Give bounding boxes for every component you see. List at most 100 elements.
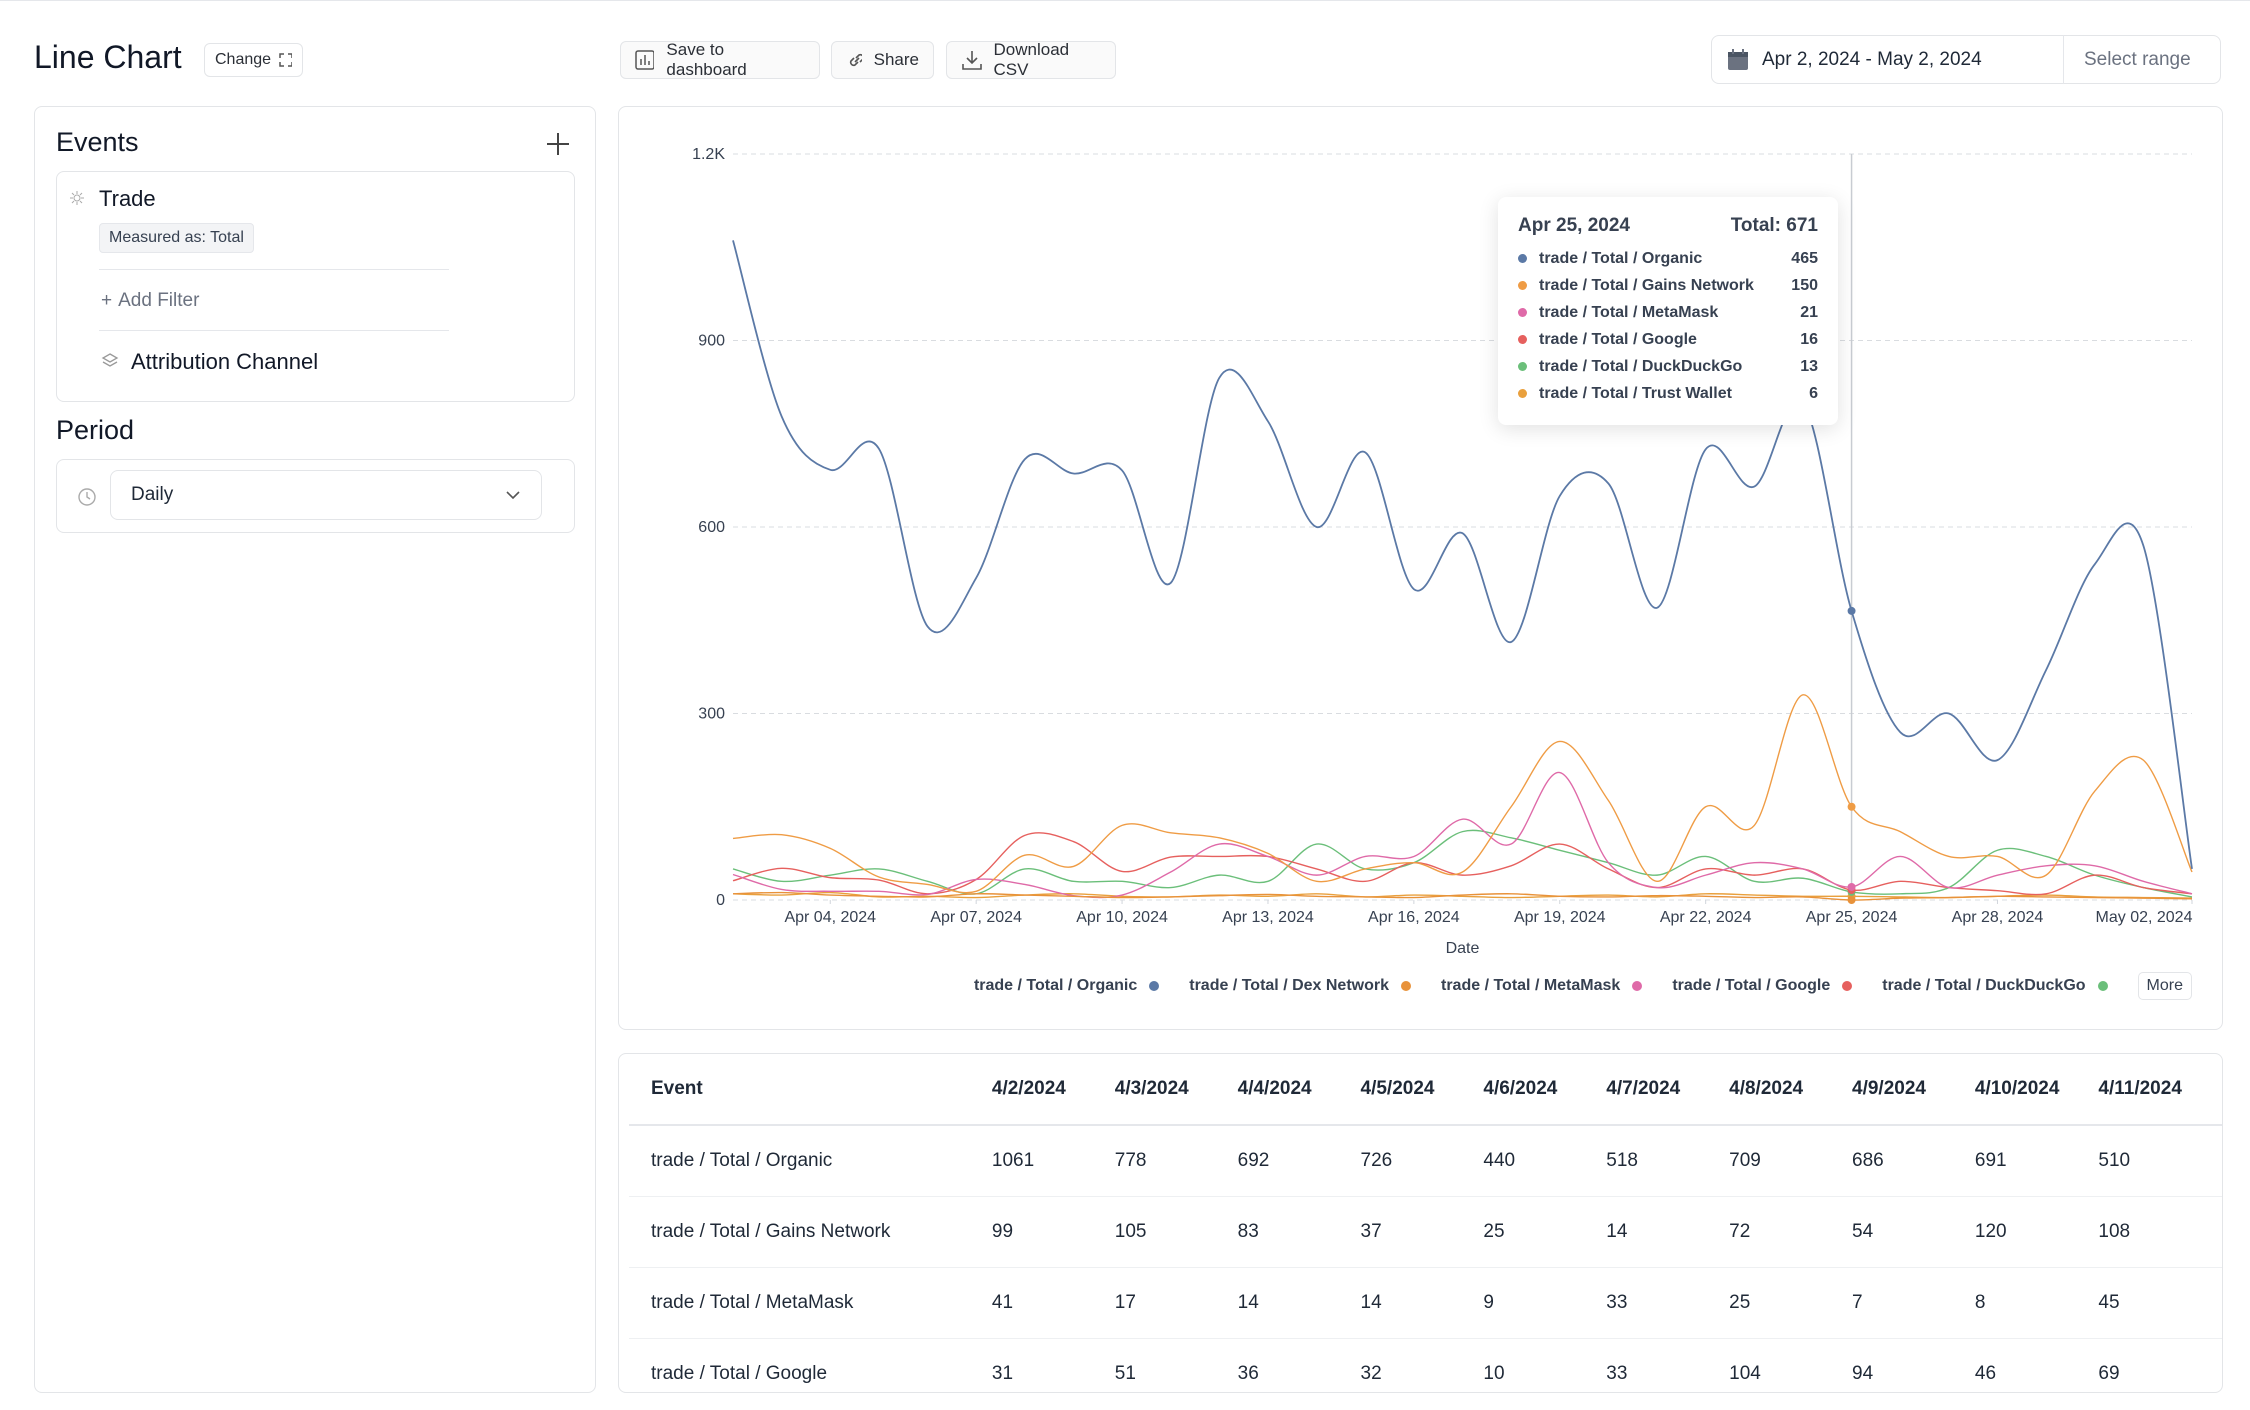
x-tick-label: Apr 22, 2024 xyxy=(1660,909,1752,926)
table-row: trade / Total / MetaMask 41 17 14 14 9 33 25 7 8 4… xyxy=(629,1267,2222,1339)
x-tick-label: Apr 16, 2024 xyxy=(1368,909,1460,926)
table-column-header: 4/2/2024 xyxy=(991,1054,1115,1126)
tooltip-marker xyxy=(1518,335,1527,344)
divider xyxy=(2063,35,2064,84)
table-row: trade / Total / Gains Network 99 105 83 37 25… xyxy=(629,1196,2222,1268)
legend-label: trade / Total / DuckDuckGo xyxy=(1882,977,2086,994)
change-button[interactable]: Change xyxy=(204,43,303,77)
tooltip-value: 13 xyxy=(1800,357,1818,375)
date-range-picker[interactable]: Apr 2, 2024 - May 2, 2024 Select range xyxy=(1711,35,2221,84)
legend-item[interactable]: trade / Total / Dex Network xyxy=(1189,977,1411,995)
table-column-header: 4/6/2024 xyxy=(1483,1054,1607,1126)
table-cell: 726 xyxy=(1360,1125,1484,1197)
series-line xyxy=(732,771,2193,899)
save-button[interactable]: Save to dashboard xyxy=(620,40,820,79)
tooltip-series: trade / Total / Gains Network xyxy=(1539,276,1754,294)
table-cell: 7 xyxy=(1852,1267,1975,1339)
x-tick-label: Apr 04, 2024 xyxy=(784,909,876,926)
table-cell: 99 xyxy=(991,1196,1115,1268)
data-table: Event 4/2/2024 4/3/2024 4/4/2024 4/5/2024 4/6… xyxy=(629,1054,2222,1392)
table-cell: 32 xyxy=(1360,1338,1484,1392)
chart-panel: 0 300 600 900 1.2K Apr 04, 2024 Apr 07, 2024 Ap… xyxy=(618,106,2223,1030)
tooltip-header: Apr 25, 2024 Total: 671 xyxy=(1518,215,1818,237)
table-cell: 25 xyxy=(1483,1196,1607,1268)
share-label: Share xyxy=(873,50,919,69)
series-line xyxy=(732,832,2193,896)
tooltip-series: trade / Total / Google xyxy=(1539,330,1697,348)
table-cell: 54 xyxy=(1852,1196,1975,1268)
tooltip-series: trade / Total / DuckDuckGo xyxy=(1539,357,1743,375)
add-filter[interactable]: + Add Filter xyxy=(101,290,199,312)
table-cell: 14 xyxy=(1606,1196,1730,1268)
legend-item[interactable]: trade / Total / Google xyxy=(1672,977,1853,995)
table-cell: 518 xyxy=(1606,1125,1730,1197)
legend-more[interactable]: More xyxy=(2137,972,2192,1000)
add-filter-label: Add Filter xyxy=(118,290,200,311)
y-tick-label: 300 xyxy=(698,706,725,723)
x-axis-label: Date xyxy=(1446,940,1480,957)
event-name: Trade xyxy=(99,186,156,211)
table-cell: 33 xyxy=(1606,1338,1730,1392)
x-tick-label: Apr 13, 2024 xyxy=(1222,909,1314,926)
tooltip-row: trade / Total / Gains Network 150 xyxy=(1518,272,1818,299)
y-tick-label: 900 xyxy=(698,333,725,350)
legend-item[interactable]: trade / Total / DuckDuckGo xyxy=(1882,977,2108,995)
tooltip-row: trade / Total / MetaMask 21 xyxy=(1518,299,1818,326)
legend-item[interactable]: trade / Total / Organic xyxy=(973,977,1160,995)
table-cell: 8 xyxy=(1974,1267,2099,1339)
series-line xyxy=(732,240,2193,870)
table-cell: 692 xyxy=(1237,1125,1361,1197)
legend-item[interactable]: trade / Total / MetaMask xyxy=(1441,977,1643,995)
tooltip-marker xyxy=(1518,308,1527,317)
download-label: Download CSV xyxy=(993,40,1070,79)
table-cell: 778 xyxy=(1114,1125,1238,1197)
y-tick-label: 600 xyxy=(698,519,725,536)
y-tick-label: 0 xyxy=(716,892,725,909)
table-cell: 14 xyxy=(1360,1267,1484,1339)
tooltip-row: trade / Total / Google 16 xyxy=(1518,326,1818,353)
hover-point xyxy=(1847,896,1856,904)
tooltip-date: Apr 25, 2024 xyxy=(1518,215,1630,236)
table-cell: 25 xyxy=(1729,1267,1853,1339)
event-icon xyxy=(70,191,84,205)
download-icon xyxy=(962,51,982,70)
legend-marker xyxy=(1149,981,1160,991)
table-header-row: Event 4/2/2024 4/3/2024 4/4/2024 4/5/2024 4/6… xyxy=(629,1054,2222,1126)
table-cell: 709 xyxy=(1729,1125,1853,1197)
table-event: trade / Total / MetaMask xyxy=(629,1267,992,1339)
table-cell: 17 xyxy=(1114,1267,1238,1339)
hover-point xyxy=(1847,882,1856,891)
table-cell: 120 xyxy=(1974,1196,2099,1268)
sidebar: Events Trade Measured as: Total + Add Fil… xyxy=(34,106,596,1393)
table-panel: Event 4/2/2024 4/3/2024 4/4/2024 4/5/2024 4/6… xyxy=(618,1053,2223,1393)
table-cell: 510 xyxy=(2098,1125,2222,1197)
tooltip-row: trade / Total / Organic 465 xyxy=(1518,245,1818,272)
measure-badge[interactable]: Measured as: Total xyxy=(99,223,254,253)
table-row: trade / Total / Google 31 51 36 32 10 33 104 94 4… xyxy=(629,1338,2222,1392)
share-button[interactable]: Share xyxy=(831,41,934,79)
table-cell: 440 xyxy=(1483,1125,1607,1197)
table-column-header: 4/9/2024 xyxy=(1852,1054,1975,1126)
table-cell: 94 xyxy=(1852,1338,1975,1392)
table-cell: 69 xyxy=(2098,1338,2222,1392)
add-event-icon[interactable] xyxy=(545,131,571,157)
change-label: Change xyxy=(215,51,272,68)
legend-label: trade / Total / Organic xyxy=(973,977,1138,994)
table-event: trade / Total / Google xyxy=(629,1338,992,1392)
select-range[interactable]: Select range xyxy=(2084,48,2191,70)
tooltip-value: 21 xyxy=(1800,303,1818,321)
clock-icon xyxy=(78,488,96,506)
table-cell: 37 xyxy=(1360,1196,1484,1268)
period-select[interactable]: Daily xyxy=(110,470,542,520)
breakdown[interactable]: Attribution Channel xyxy=(131,349,319,374)
table-cell: 33 xyxy=(1606,1267,1730,1339)
tooltip-series: trade / Total / Trust Wallet xyxy=(1539,384,1732,402)
event-card: Trade Measured as: Total + Add Filter Att… xyxy=(56,171,575,402)
table-cell: 108 xyxy=(2098,1196,2222,1268)
dashboard-icon xyxy=(635,50,655,70)
tooltip-marker xyxy=(1518,389,1527,398)
download-button[interactable]: Download CSV xyxy=(946,40,1116,79)
plus-icon: + xyxy=(101,290,113,311)
table-cell: 83 xyxy=(1237,1196,1361,1268)
